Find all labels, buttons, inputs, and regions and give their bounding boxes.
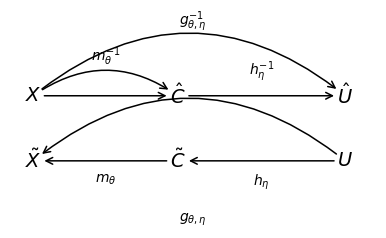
Text: $h_{\eta}$: $h_{\eta}$ [253, 173, 270, 192]
Text: $\hat{C}$: $\hat{C}$ [170, 83, 186, 108]
Text: $g_{\theta,\eta}$: $g_{\theta,\eta}$ [179, 212, 207, 228]
Text: $h_{\eta}^{-1}$: $h_{\eta}^{-1}$ [249, 60, 274, 84]
Text: $\hat{U}$: $\hat{U}$ [337, 83, 353, 108]
Text: $X$: $X$ [25, 87, 41, 105]
Text: $g_{\theta,\eta}^{-1}$: $g_{\theta,\eta}^{-1}$ [179, 10, 207, 34]
Text: $U$: $U$ [337, 152, 353, 170]
Text: $m_{\theta}^{-1}$: $m_{\theta}^{-1}$ [91, 45, 120, 68]
Text: $m_{\theta}$: $m_{\theta}$ [95, 173, 116, 187]
Text: $\tilde{C}$: $\tilde{C}$ [170, 149, 186, 172]
Text: $\tilde{X}$: $\tilde{X}$ [25, 149, 41, 172]
